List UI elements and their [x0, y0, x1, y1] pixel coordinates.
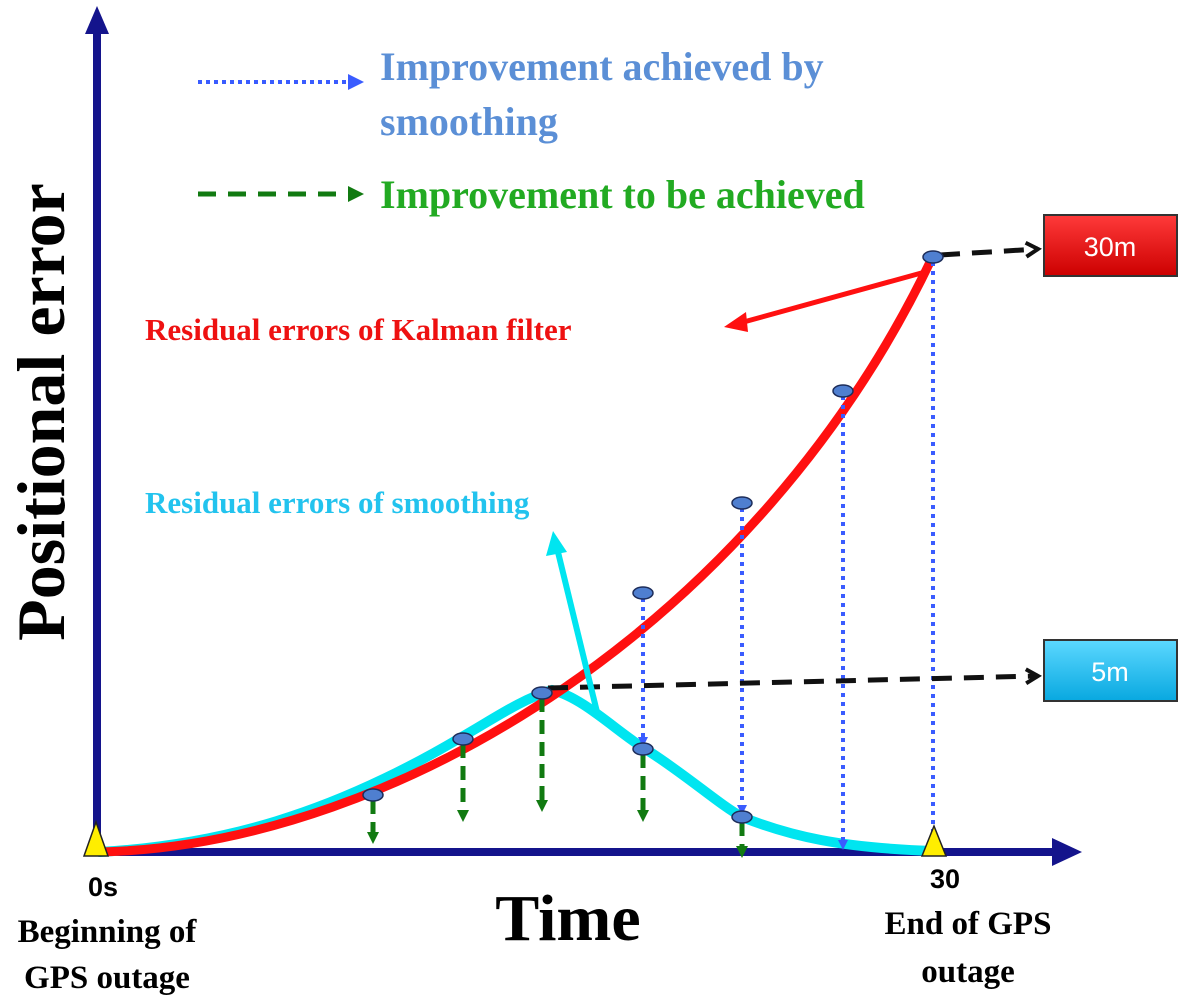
- x-axis-arrow-icon: [1052, 838, 1082, 866]
- kalman-label: Residual errors of Kalman filter: [145, 312, 572, 347]
- end-caption-line1: End of GPS: [885, 906, 1052, 942]
- data-points: [362, 250, 944, 824]
- x-end-label: 30: [930, 864, 960, 894]
- legend-dashed-arrow-head-icon: [348, 186, 364, 202]
- end-marker-icon: [920, 823, 948, 857]
- legend-to-be-achieved: Improvement to be achieved: [380, 172, 865, 217]
- legend-smoothing-line1: Improvement achieved by: [380, 44, 824, 89]
- kalman-value: 30m: [1084, 232, 1137, 262]
- y-axis-arrow-icon: [85, 6, 109, 34]
- y-axis: [85, 6, 109, 852]
- legend: Improvement achieved by smoothing Improv…: [198, 44, 865, 217]
- kalman-error-curve: [95, 253, 937, 857]
- start-caption-line2: GPS outage: [24, 960, 190, 996]
- x-start-label: 0s: [88, 872, 118, 902]
- smoothing-label: Residual errors of smoothing: [145, 485, 530, 520]
- end-caption-line2: outage: [921, 954, 1015, 990]
- start-marker-icon: [82, 819, 110, 857]
- y-axis-label: Positional error: [3, 183, 79, 641]
- kalman-value-box: 30m: [1043, 214, 1178, 277]
- remaining-improvement-arrows: [367, 698, 748, 858]
- label-pointers: [546, 269, 926, 713]
- legend-dotted-arrow-head-icon: [348, 74, 364, 90]
- value-pointer-arrows: [547, 240, 1042, 691]
- smoothing-error-curve: [95, 684, 940, 857]
- x-axis-label: Time: [495, 882, 640, 955]
- smoothing-value-box: 5m: [1043, 639, 1178, 702]
- smoothing-improvement-arrows: [638, 262, 938, 850]
- legend-smoothing-line2: smoothing: [380, 99, 558, 144]
- start-caption-line1: Beginning of: [18, 914, 198, 950]
- smoothing-value: 5m: [1091, 657, 1129, 687]
